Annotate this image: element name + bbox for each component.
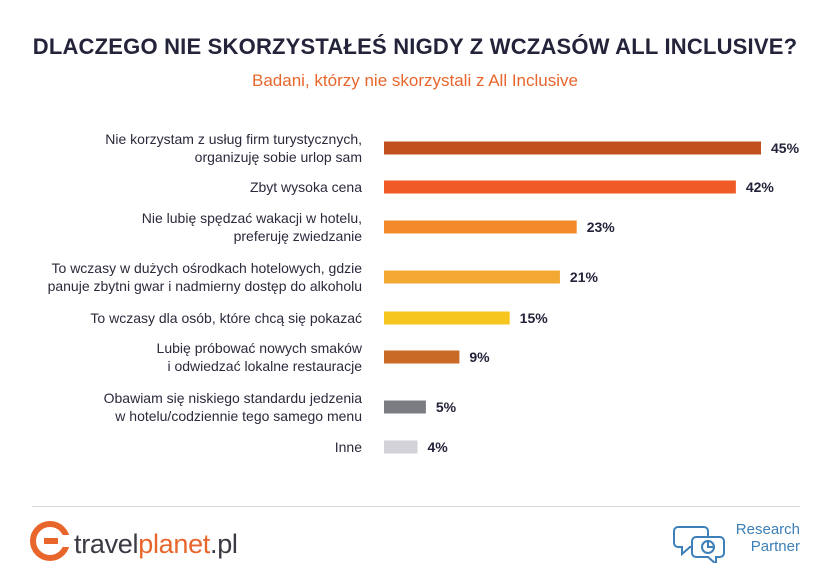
bar-3 xyxy=(384,220,577,234)
category-label-5-line-1: To wczasy dla osób, które chcą się pokaz… xyxy=(90,310,362,326)
bar-4 xyxy=(384,270,560,284)
footer-divider xyxy=(32,506,800,507)
bar-6 xyxy=(384,350,460,364)
value-label-5: 15% xyxy=(520,310,549,326)
bar-1 xyxy=(384,141,761,155)
value-label-3: 23% xyxy=(587,219,616,235)
chart-subtitle: Badani, którzy nie skorzystali z All Inc… xyxy=(252,71,578,90)
speech-bubbles-icon xyxy=(673,526,725,563)
travelplanet-logo-text: travelplanet.pl xyxy=(74,529,238,560)
bar-chart: 45% Nie korzystam z usług firm turystyczn… xyxy=(48,131,800,455)
bar-2 xyxy=(384,180,736,194)
research-partner-logo: Research Partner xyxy=(672,519,812,565)
value-label-6: 9% xyxy=(469,349,490,365)
category-label-8-line-1: Inne xyxy=(335,439,362,455)
research-partner-line2: Partner xyxy=(750,538,800,555)
value-label-4: 21% xyxy=(570,269,599,285)
research-partner-line1: Research xyxy=(735,521,800,538)
travelplanet-logo: travelplanet.pl xyxy=(30,521,250,565)
category-label-6-line-1: Lubię próbować nowych smaków xyxy=(157,340,363,356)
category-label-1-line-2: organizuję sobie urlop sam xyxy=(195,149,362,165)
category-label-1-line-1: Nie korzystam z usług firm turystycznych… xyxy=(105,131,362,147)
bar-7 xyxy=(384,400,426,414)
value-label-1: 45% xyxy=(771,140,800,156)
travelplanet-logo-icon xyxy=(30,521,70,561)
value-label-7: 5% xyxy=(436,399,457,415)
category-label-4-line-1: To wczasy w dużych ośrodkach hotelowych,… xyxy=(52,260,363,276)
chart-title: DLACZEGO NIE SKORZYSTAŁEŚ NIGDY Z WCZASÓ… xyxy=(32,34,798,59)
category-label-3-line-1: Nie lubię spędzać wakacji w hotelu, xyxy=(142,210,362,226)
logo-prefix: travel xyxy=(74,529,139,559)
logo-suffix: .pl xyxy=(210,529,238,559)
category-label-4-line-2: panuje zbytni gwar i nadmierny dostęp do… xyxy=(48,278,362,294)
category-label-6-line-2: i odwiedzać lokalne restauracje xyxy=(167,358,362,374)
category-label-7-line-1: Obawiam się niskiego standardu jedzenia xyxy=(104,390,363,406)
value-label-2: 42% xyxy=(746,179,775,195)
category-label-7-line-2: w hotelu/codziennie tego samego menu xyxy=(114,408,362,424)
logo-accent: planet xyxy=(138,529,210,559)
bar-5 xyxy=(384,311,510,325)
value-label-8: 4% xyxy=(428,439,449,455)
category-label-2-line-1: Zbyt wysoka cena xyxy=(250,179,362,195)
bar-8 xyxy=(384,440,418,454)
category-label-3-line-2: preferuję zwiedzanie xyxy=(234,228,363,244)
